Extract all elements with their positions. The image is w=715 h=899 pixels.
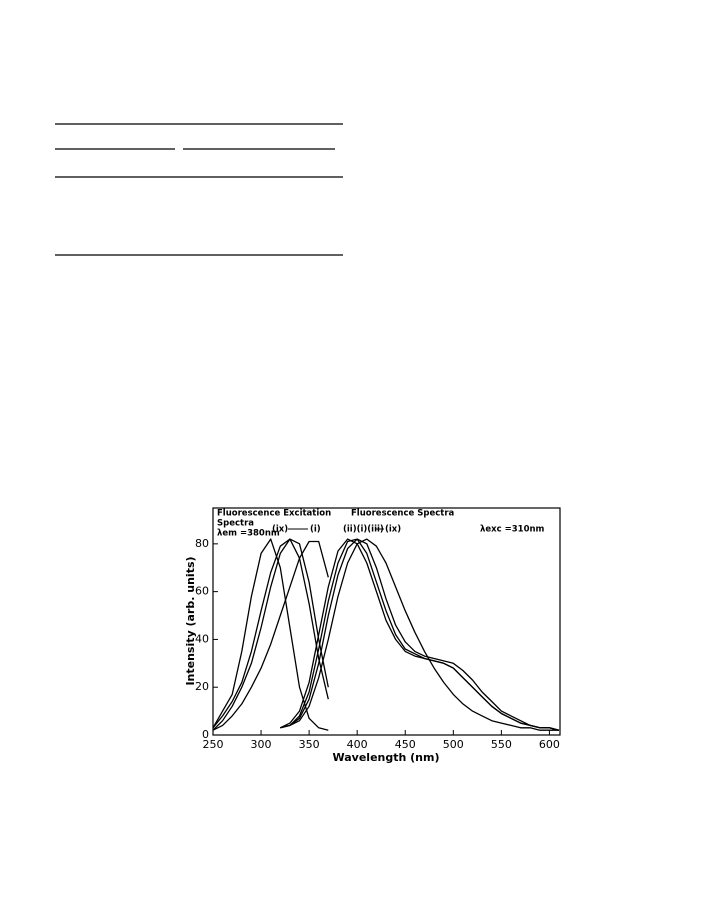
spectrum-line bbox=[280, 538, 560, 731]
y-tick-label: 40 bbox=[195, 632, 209, 645]
x-tick-label: 500 bbox=[443, 738, 464, 751]
y-tick-label: 60 bbox=[195, 585, 209, 598]
annotation: Spectra bbox=[217, 519, 254, 529]
x-tick-label: 350 bbox=[299, 738, 320, 751]
y-axis-label: Intensity (arb. units) bbox=[184, 556, 197, 685]
annotation: (ix) bbox=[272, 525, 288, 535]
plot-frame bbox=[212, 507, 561, 736]
x-tick-label: 450 bbox=[395, 738, 416, 751]
spectrum-line bbox=[212, 538, 329, 729]
empty-table bbox=[55, 123, 343, 256]
x-tick-label: 550 bbox=[491, 738, 512, 751]
annotation: (ii)(i)(iii) bbox=[343, 525, 384, 535]
spectrum-line bbox=[280, 538, 559, 731]
spectrum-line bbox=[212, 540, 329, 731]
x-tick-label: 400 bbox=[347, 738, 368, 751]
spectrum-line bbox=[280, 538, 560, 731]
annotation: Fluorescence Excitation bbox=[217, 509, 331, 519]
x-tick-label: 300 bbox=[251, 738, 272, 751]
annotation: (i) bbox=[310, 525, 321, 535]
annotation: Fluorescence Spectra bbox=[351, 509, 455, 519]
y-tick-label: 20 bbox=[195, 680, 209, 693]
x-axis-label: Wavelength (nm) bbox=[333, 751, 440, 764]
spectrum-line bbox=[212, 538, 329, 731]
x-tick-label: 600 bbox=[539, 738, 560, 751]
annotation: (ix) bbox=[385, 525, 401, 535]
annotation: λexc =310nm bbox=[480, 525, 545, 535]
y-tick-label: 80 bbox=[195, 537, 209, 550]
annotation: λem =380nm bbox=[217, 529, 280, 539]
x-tick-label: 250 bbox=[203, 738, 224, 751]
spectrum-line bbox=[212, 538, 329, 731]
y-tick-label: 0 bbox=[202, 728, 209, 741]
